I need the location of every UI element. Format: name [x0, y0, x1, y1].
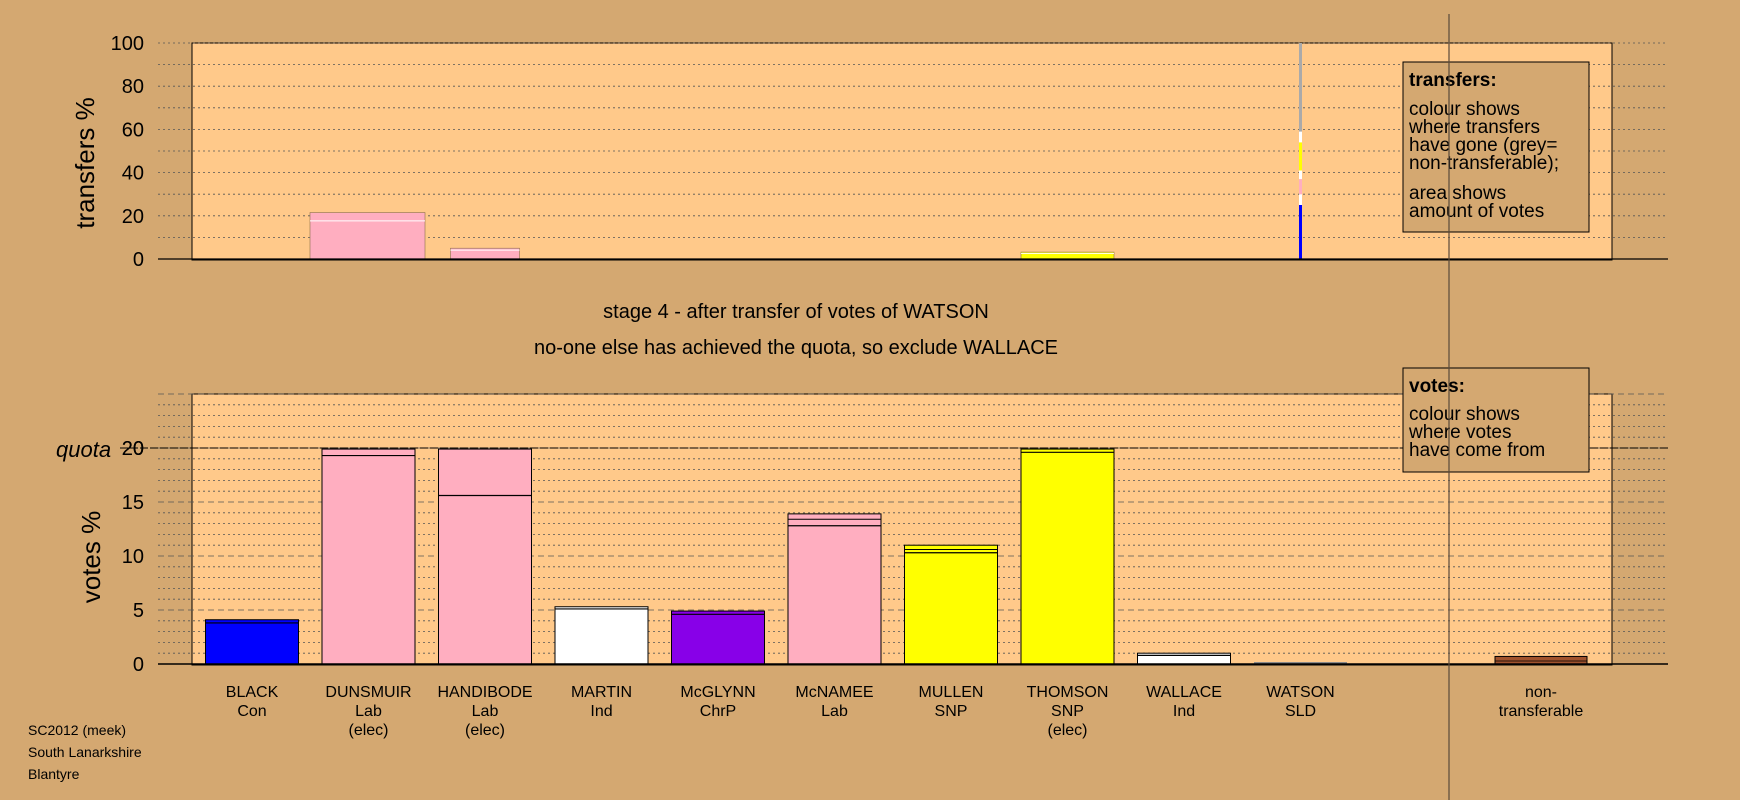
transfers-legend: transfers: colour shows where transfers …	[1402, 61, 1590, 233]
transfers-y-tick-label: 100	[111, 33, 144, 55]
transfers-legend-line: have gone (grey=	[1409, 135, 1557, 156]
transfers-y-axis: 0 20 40 60 80 100	[111, 33, 1668, 271]
votes-legend-line: have come from	[1409, 440, 1545, 461]
transfers-y-tick-label: 40	[122, 163, 144, 185]
candidate-status-label: (elec)	[465, 722, 505, 739]
transfers-legend-line: colour shows	[1409, 99, 1520, 120]
candidate-party-label: Lab	[472, 703, 499, 720]
candidate-labels: BLACK Con DUNSMUIR Lab (elec) HANDIBODE Lab (el…	[226, 684, 1335, 739]
nontransferable-label: transferable	[1499, 703, 1584, 720]
transfers-legend-heading: transfers:	[1409, 70, 1497, 91]
candidate-party-label: ChrP	[700, 703, 736, 720]
transfers-source-segment	[1299, 205, 1302, 259]
votes-bar	[904, 544, 998, 665]
footer-line: South Lanarkshire	[28, 744, 142, 760]
transfers-y-tick-label: 80	[122, 76, 144, 98]
votes-legend-heading: votes:	[1409, 376, 1465, 397]
candidate-name-label: THOMSON	[1027, 684, 1109, 701]
votes-bars	[205, 448, 1588, 665]
candidate-name-label: BLACK	[226, 684, 279, 701]
transfers-source-segment	[1299, 170, 1302, 180]
transfers-source-segment	[1299, 43, 1302, 132]
votes-bar	[787, 513, 882, 665]
transfers-plot-area	[191, 42, 1613, 261]
candidate-name-label: MARTIN	[571, 684, 632, 701]
votes-legend-line: where votes	[1408, 422, 1511, 443]
candidate-name-label: McGLYNN	[680, 684, 755, 701]
transfers-source-segment	[1299, 131, 1302, 143]
votes-bar	[205, 619, 299, 665]
votes-legend: votes: colour shows where votes have com…	[1402, 367, 1590, 473]
votes-bar	[321, 448, 416, 665]
transfers-source-segment	[1299, 142, 1302, 156]
transfers-legend-line: where transfers	[1408, 117, 1540, 138]
candidate-party-label: Ind	[1173, 703, 1195, 720]
candidate-status-label: (elec)	[348, 722, 388, 739]
transfers-source-segment	[1299, 155, 1302, 171]
candidate-party-label: SLD	[1285, 703, 1316, 720]
quota-label: quota	[56, 437, 111, 462]
candidate-name-label: DUNSMUIR	[325, 684, 411, 701]
transfers-y-tick-label: 20	[122, 206, 144, 228]
quota-tick-label: 20	[122, 438, 144, 460]
candidate-name-label: MULLEN	[919, 684, 984, 701]
footer-line: Blantyre	[28, 766, 80, 782]
transfers-source-segment	[1299, 179, 1302, 195]
candidate-party-label: SNP	[1051, 703, 1084, 720]
votes-bar	[1020, 448, 1115, 665]
candidate-name-label: WATSON	[1266, 684, 1334, 701]
transfers-bar	[309, 212, 426, 260]
candidate-status-label: (elec)	[1047, 722, 1087, 739]
stage-subtitle: no-one else has achieved the quota, so e…	[534, 337, 1058, 359]
candidate-name-label: WALLACE	[1146, 684, 1222, 701]
votes-y-tick-label: 0	[133, 654, 144, 676]
votes-y-tick-label: 15	[122, 492, 144, 514]
votes-bar	[671, 610, 765, 665]
transfers-legend-line: area shows	[1409, 183, 1506, 204]
transfers-bars	[309, 43, 1302, 260]
stage-title: stage 4 - after transfer of votes of WAT…	[603, 301, 989, 323]
candidate-party-label: SNP	[935, 703, 968, 720]
candidate-name-label: HANDIBODE	[437, 684, 532, 701]
nontransferable-bar	[1494, 655, 1588, 665]
votes-bar	[554, 606, 649, 665]
candidate-party-label: Con	[237, 703, 266, 720]
transfers-y-label: transfers %	[70, 97, 100, 229]
candidate-party-label: Lab	[355, 703, 382, 720]
transfers-source-segment	[1299, 194, 1302, 205]
votes-y-tick-label: 5	[133, 600, 144, 622]
votes-y-tick-label: 10	[122, 546, 144, 568]
votes-bar	[438, 448, 532, 665]
transfers-legend-line: amount of votes	[1409, 201, 1544, 222]
candidate-party-label: Ind	[590, 703, 612, 720]
footer-line: SC2012 (meek)	[28, 722, 126, 738]
nontransferable-label: non-	[1525, 684, 1557, 701]
candidate-party-label: Lab	[821, 703, 848, 720]
votes-y-tick-label: 20	[122, 438, 144, 460]
transfers-y-tick-label: 0	[133, 249, 144, 271]
transfers-legend-line: non-transferable);	[1409, 153, 1559, 174]
votes-y-label: votes %	[76, 511, 106, 604]
candidate-name-label: McNAMEE	[795, 684, 873, 701]
transfers-y-tick-label: 60	[122, 119, 144, 141]
votes-legend-line: colour shows	[1409, 404, 1520, 425]
